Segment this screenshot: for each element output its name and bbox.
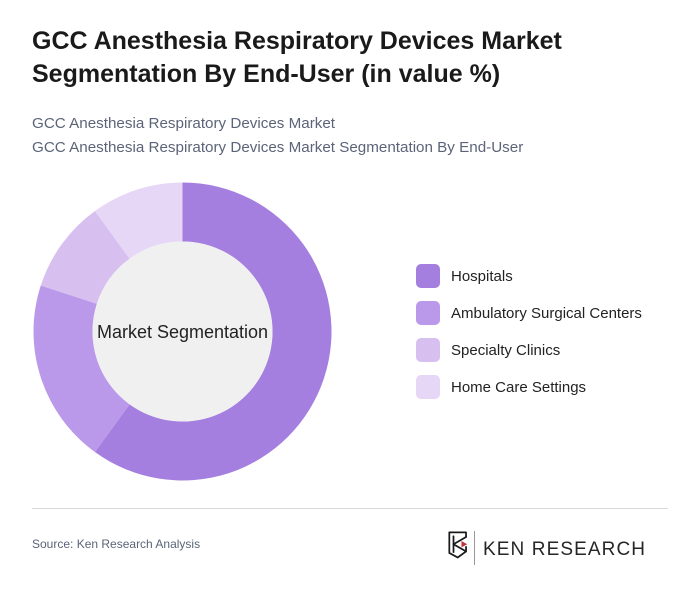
svg-text:KEN RESEARCH: KEN RESEARCH bbox=[483, 539, 646, 560]
